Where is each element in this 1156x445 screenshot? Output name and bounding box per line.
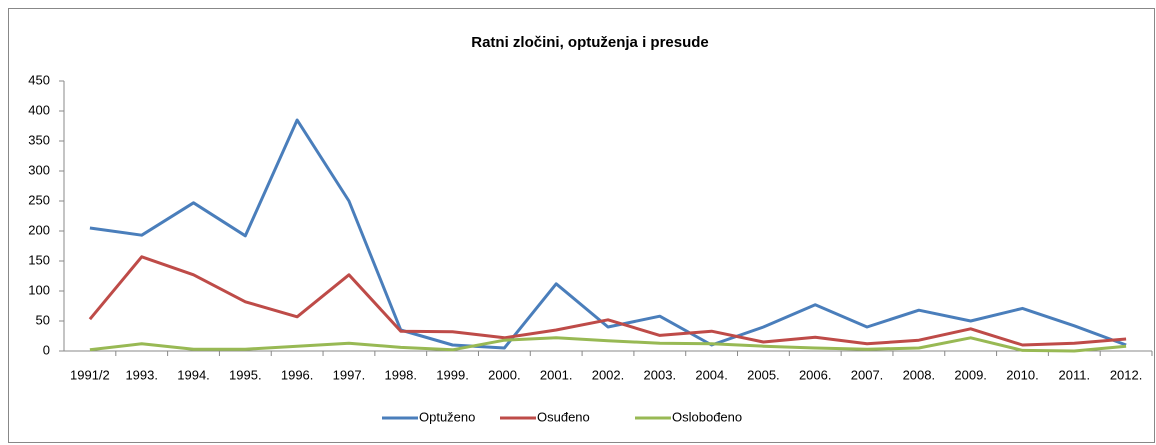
y-tick-label: 0 <box>43 342 50 357</box>
y-tick-label: 100 <box>28 282 50 297</box>
legend-label: Optuženo <box>419 409 475 424</box>
x-tick-label: 2002. <box>592 367 625 382</box>
x-tick-label: 2003. <box>644 367 677 382</box>
y-tick-label: 150 <box>28 252 50 267</box>
series-line <box>89 336 1127 353</box>
chart-border <box>8 8 1155 443</box>
y-tick-label: 450 <box>28 72 50 87</box>
y-tick-label: 350 <box>28 132 50 147</box>
x-tick-label: 1995. <box>229 367 262 382</box>
x-tick-label: 1999. <box>436 367 469 382</box>
x-tick-label: 1994. <box>177 367 210 382</box>
y-tick-label: 50 <box>36 312 50 327</box>
x-tick-label: 2005. <box>747 367 780 382</box>
x-tick-label: 2007. <box>851 367 884 382</box>
series-line <box>89 118 1127 350</box>
x-tick-label: 2004. <box>695 367 728 382</box>
series-line <box>88 255 1127 347</box>
x-tick-label: 1996. <box>281 367 314 382</box>
x-tick-label: 2001. <box>540 367 573 382</box>
y-tick-label: 300 <box>28 162 50 177</box>
x-tick-label: 1997. <box>333 367 366 382</box>
x-tick-label: 2010. <box>1006 367 1039 382</box>
x-tick-label: 2008. <box>903 367 936 382</box>
legend-label: Oslobođeno <box>672 409 742 424</box>
x-tick-label: 1998. <box>384 367 417 382</box>
x-tick-label: 1993. <box>125 367 158 382</box>
y-tick-label: 400 <box>28 102 50 117</box>
x-tick-label: 1991/2 <box>70 367 110 382</box>
x-tick-label: 2006. <box>799 367 832 382</box>
y-tick-label: 200 <box>28 222 50 237</box>
x-tick-label: 2009. <box>954 367 987 382</box>
x-tick-label: 2000. <box>488 367 521 382</box>
legend-label: Osuđeno <box>537 409 590 424</box>
x-tick-label: 2012. <box>1110 367 1143 382</box>
y-tick-label: 250 <box>28 192 50 207</box>
x-tick-label: 2011. <box>1058 367 1090 382</box>
chart-title: Ratni zločini, optuženja i presude <box>471 34 709 51</box>
